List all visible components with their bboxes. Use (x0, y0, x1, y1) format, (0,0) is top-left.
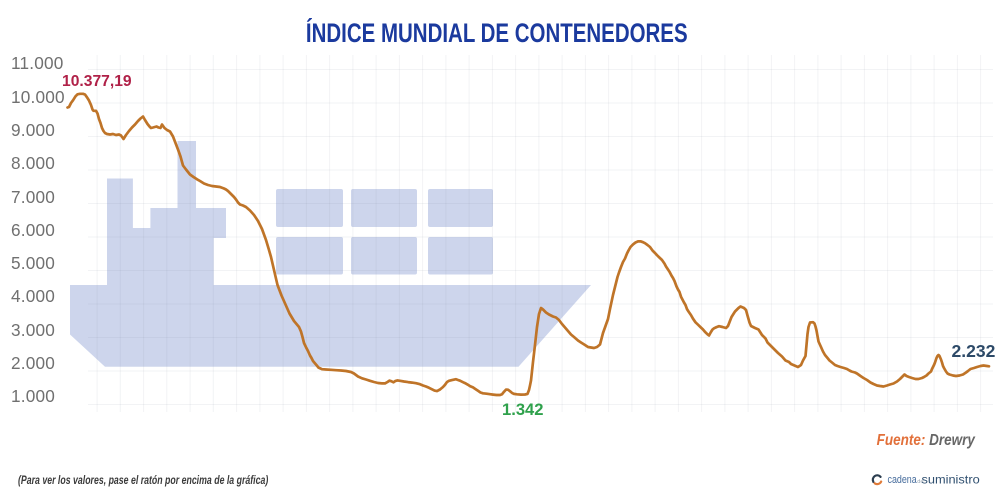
svg-text:suministro: suministro (922, 473, 980, 486)
svg-text:de: de (917, 479, 923, 485)
svg-text:cadena: cadena (888, 474, 918, 486)
